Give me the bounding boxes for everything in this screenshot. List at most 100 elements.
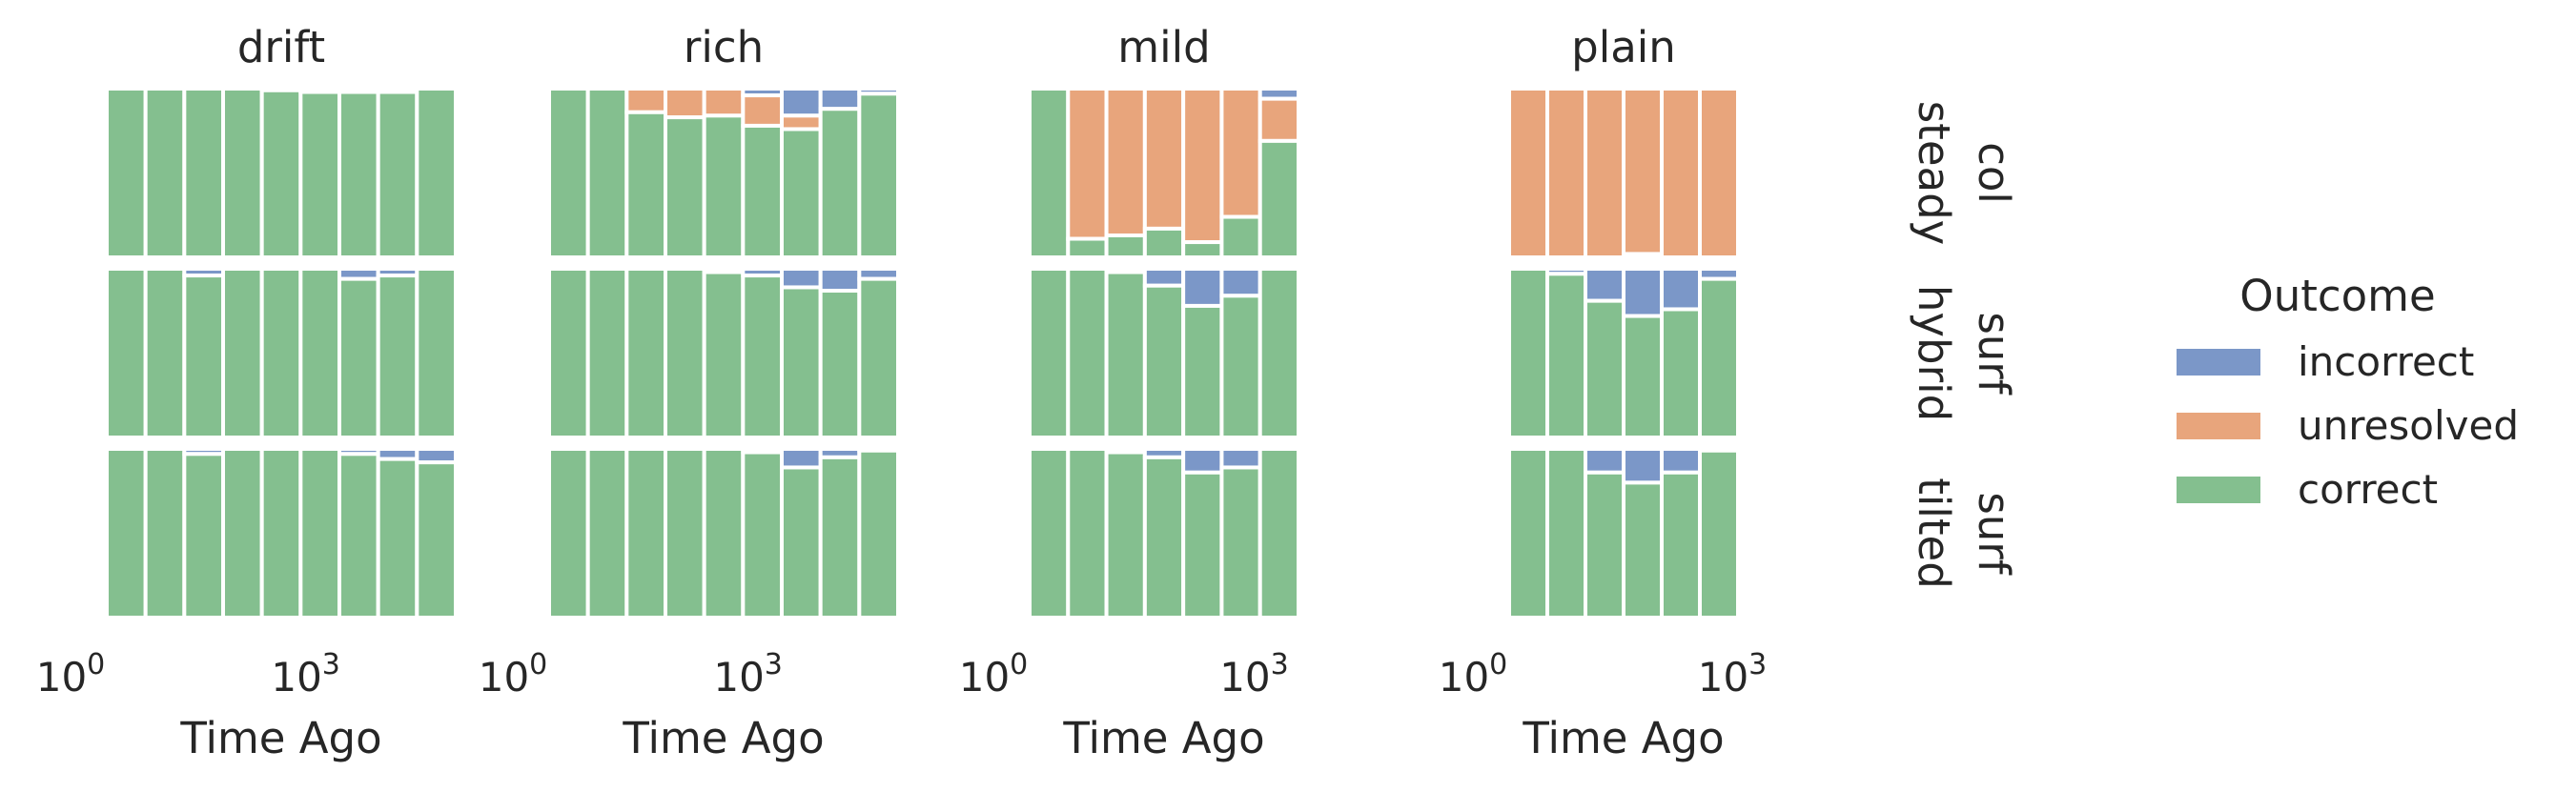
column-title-mild: mild: [1117, 22, 1210, 72]
panel-drift-row-3: [105, 447, 459, 619]
bar-correct-mild-r3-4: [1142, 455, 1186, 619]
bar-correct-mild-r2-2: [1066, 267, 1109, 439]
bar-correct-mild-r2-3: [1104, 270, 1147, 440]
bar-incorrect-rich-r3-7: [780, 447, 823, 470]
bar-correct-rich-r1-1: [547, 87, 590, 259]
legend-title: Outcome: [2239, 271, 2435, 321]
bar-correct-rich-r2-8: [818, 289, 862, 440]
bar-correct-drift-r3-6: [298, 447, 342, 619]
bar-correct-drift-r1-5: [259, 88, 303, 259]
bar-correct-mild-r1-6: [1219, 214, 1262, 260]
bar-correct-plain-r3-3: [1584, 470, 1625, 619]
bar-correct-plain-r3-2: [1545, 447, 1587, 619]
bar-correct-rich-r1-9: [857, 91, 900, 259]
bar-correct-plain-r2-4: [1622, 314, 1664, 439]
panel-drift-row-1: [105, 87, 459, 260]
bar-correct-rich-r1-3: [624, 110, 667, 259]
bar-incorrect-plain-r2-3: [1584, 267, 1625, 303]
panel-rich-row-2: [547, 267, 900, 440]
bar-incorrect-mild-r2-4: [1142, 267, 1186, 288]
bar-correct-drift-r1-6: [298, 90, 342, 260]
bar-unresolved-rich-r1-5: [702, 87, 746, 118]
column-title-plain: plain: [1571, 22, 1676, 72]
x-tick-label: 103: [713, 648, 783, 701]
bar-correct-mild-r1-1: [1028, 87, 1071, 259]
bar-unresolved-mild-r1-4: [1142, 87, 1186, 231]
bar-correct-rich-r1-2: [585, 87, 629, 259]
bar-unresolved-plain-r1-4: [1622, 87, 1664, 256]
bar-correct-rich-r2-3: [624, 267, 667, 439]
bar-correct-mild-r2-7: [1257, 267, 1300, 439]
bar-correct-drift-r1-8: [376, 90, 419, 260]
x-tick-label: 103: [271, 648, 340, 701]
bar-incorrect-rich-r1-7: [780, 87, 823, 118]
bar-correct-drift-r2-6: [298, 267, 342, 439]
bar-correct-rich-r3-9: [857, 448, 900, 619]
row-label-line1: col: [1969, 142, 2019, 204]
legend-swatch-incorrect: [2177, 349, 2260, 376]
bar-correct-rich-r3-5: [702, 447, 746, 619]
bar-correct-rich-r2-7: [780, 285, 823, 439]
bar-unresolved-mild-r1-2: [1066, 87, 1109, 241]
bar-incorrect-rich-r2-8: [818, 267, 862, 294]
row-label-line2: tilted: [1909, 477, 1959, 589]
bar-correct-rich-r2-4: [664, 267, 706, 439]
bar-correct-mild-r2-1: [1028, 267, 1071, 439]
bar-correct-drift-r2-2: [143, 267, 187, 439]
bar-correct-drift-r3-3: [182, 452, 225, 619]
legend-swatch-correct: [2177, 477, 2260, 503]
bar-correct-drift-r1-4: [221, 87, 264, 259]
legend-label-correct: correct: [2298, 466, 2438, 513]
panel-mild-row-3: [1028, 447, 1300, 620]
panel-mild-row-2: [1028, 267, 1300, 440]
bar-correct-mild-r1-2: [1066, 236, 1109, 259]
x-tick-label: 103: [1698, 648, 1768, 701]
bar-correct-drift-r2-4: [221, 267, 264, 439]
bar-correct-rich-r2-5: [702, 270, 746, 440]
bar-correct-drift-r2-5: [259, 267, 303, 439]
panel-rich-row-3: [547, 447, 900, 620]
bar-incorrect-rich-r2-7: [780, 267, 823, 290]
legend-label-unresolved: unresolved: [2298, 402, 2519, 449]
bar-correct-plain-r3-6: [1698, 448, 1740, 619]
bar-correct-rich-r3-1: [547, 447, 590, 619]
bar-correct-drift-r1-9: [415, 87, 459, 259]
bar-correct-mild-r3-6: [1219, 465, 1262, 619]
x-axes: 100 103 Time Ago 100 103 Time Ago 100 103 Time A…: [36, 648, 1768, 763]
row-label-line1: surf: [1969, 492, 2019, 575]
bar-incorrect-mild-r3-6: [1219, 447, 1262, 470]
bar-correct-mild-r1-7: [1257, 138, 1300, 259]
bar-correct-rich-r2-1: [547, 267, 590, 439]
bar-correct-plain-r2-5: [1660, 307, 1702, 440]
bar-correct-drift-r3-7: [337, 452, 380, 619]
x-tick-label: 103: [1219, 648, 1289, 701]
bar-correct-drift-r3-5: [259, 447, 303, 619]
bar-correct-mild-r3-2: [1066, 447, 1109, 619]
bar-unresolved-rich-r1-6: [741, 93, 784, 128]
bar-correct-drift-r2-7: [337, 276, 380, 439]
panel-plain-row-2: [1507, 267, 1740, 440]
bar-correct-rich-r1-5: [702, 113, 746, 259]
bar-correct-plain-r2-1: [1507, 267, 1549, 439]
bar-correct-rich-r3-4: [664, 447, 706, 619]
x-tick-label: 100: [959, 648, 1029, 701]
bar-incorrect-drift-r3-9: [415, 447, 459, 465]
x-tick-label: 100: [1439, 648, 1508, 701]
bar-incorrect-plain-r3-5: [1660, 447, 1702, 475]
bar-correct-drift-r2-8: [376, 274, 419, 439]
bar-correct-drift-r3-8: [376, 457, 419, 619]
bar-unresolved-mild-r1-3: [1104, 87, 1147, 237]
bar-unresolved-mild-r1-5: [1181, 87, 1224, 245]
bar-incorrect-mild-r2-5: [1181, 267, 1224, 308]
bar-correct-rich-r1-8: [818, 107, 862, 259]
bar-unresolved-rich-r1-7: [780, 113, 823, 132]
column-title-drift: drift: [237, 22, 325, 72]
legend-label-incorrect: incorrect: [2298, 338, 2474, 385]
column-title-rich: rich: [684, 22, 764, 72]
panel-grid: [105, 87, 1740, 620]
x-axis-label: Time Ago: [1522, 713, 1724, 763]
bar-correct-mild-r2-6: [1219, 294, 1262, 439]
legend-swatch-unresolved: [2177, 413, 2260, 439]
